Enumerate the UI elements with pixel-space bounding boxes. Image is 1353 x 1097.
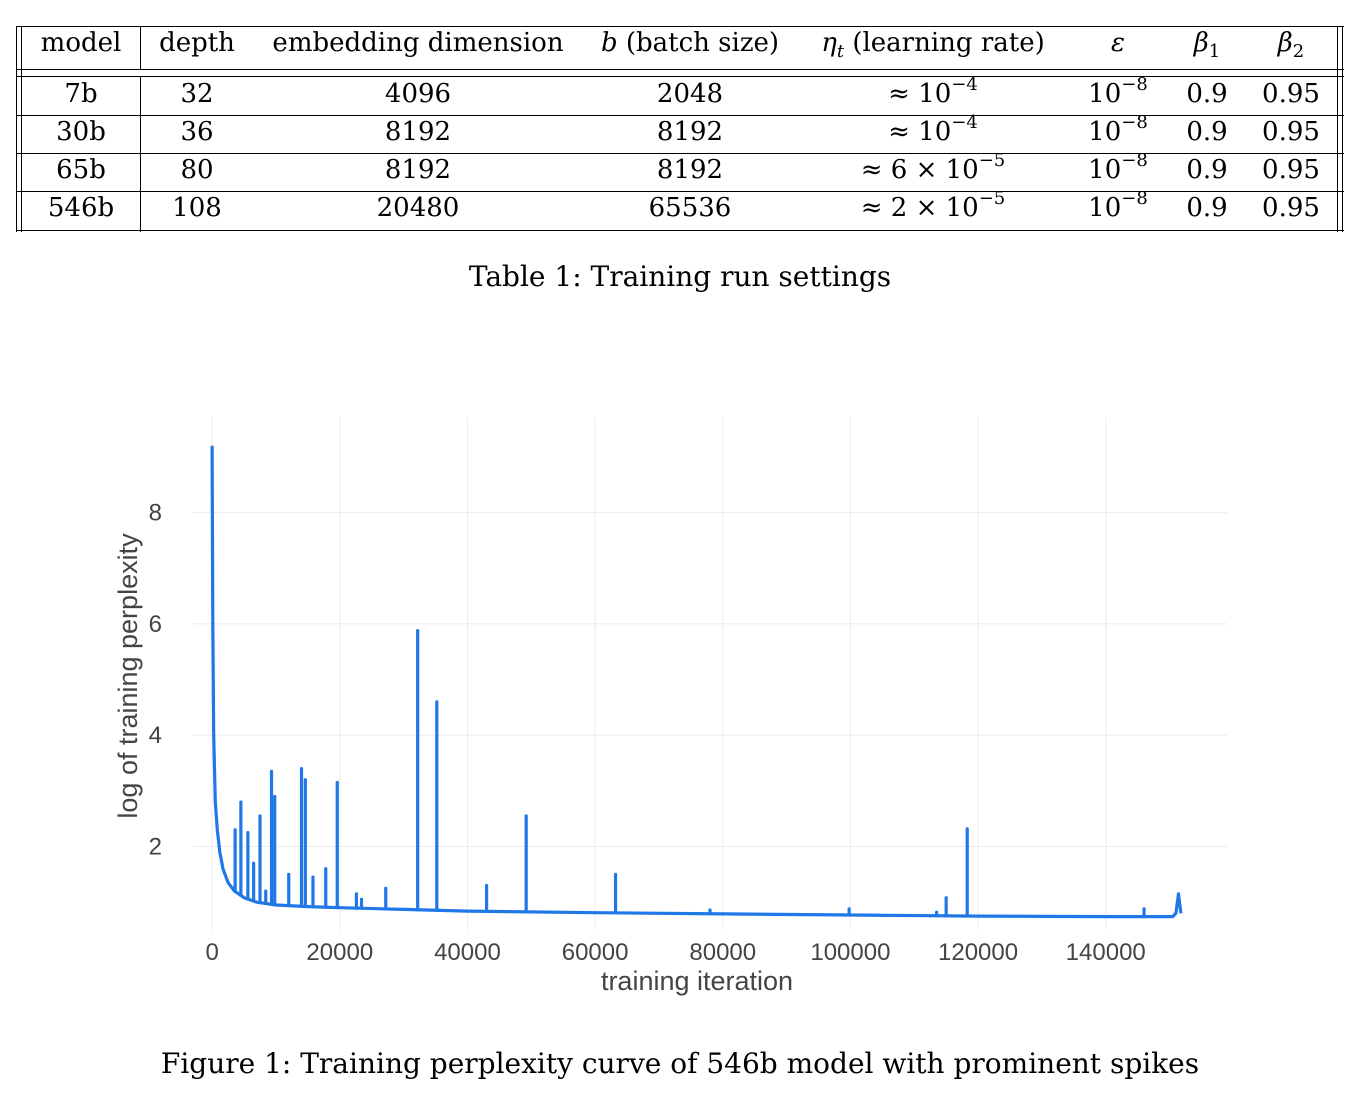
table-row-rule <box>16 115 1344 117</box>
series-line <box>210 445 1183 919</box>
perplexity-chart: 0 20000 40000 60000 80000 100000 120000 140000 2… <box>113 418 1227 996</box>
table-bottom-rule <box>16 230 1344 232</box>
chart-line-layer <box>210 445 1183 919</box>
x-tick-label: 100000 <box>810 939 890 966</box>
table-cell: 0.9 <box>1186 117 1228 147</box>
header-beta1: β1 <box>1193 28 1221 62</box>
table-cell: 8192 <box>384 155 452 185</box>
table-cell: 2048 <box>656 79 724 109</box>
table-cell: 10−8 <box>1088 112 1148 148</box>
x-tick-label: 120000 <box>938 939 1018 966</box>
header-epsilon: ε <box>1111 28 1125 58</box>
table-cell: ≈ 6 × 10−5 <box>860 150 1006 186</box>
table-cell: 30b <box>56 117 106 147</box>
table-cell: ≈ 2 × 10−5 <box>860 188 1006 224</box>
header-beta2: β2 <box>1277 28 1305 62</box>
y-tick-label: 6 <box>149 611 162 638</box>
table-column-separator <box>140 26 142 70</box>
table-cell: 0.95 <box>1262 155 1320 185</box>
table-caption: Table 1: Training run settings <box>468 260 892 293</box>
table-cell: ≈ 10−4 <box>888 74 978 110</box>
header-learning-rate: ηt (learning rate) <box>821 28 1045 62</box>
table-cell: 7b <box>64 79 98 109</box>
table-border-left-outer <box>16 26 18 232</box>
table-cell: 80 <box>180 155 214 185</box>
table-border-right-inner <box>1337 26 1339 232</box>
table-row-rule <box>16 153 1344 155</box>
table-cell: 0.95 <box>1262 117 1320 147</box>
header-embedding-dimension: embedding dimension <box>272 28 564 58</box>
table-column-separator <box>140 77 142 232</box>
table-cell: 8192 <box>656 155 724 185</box>
table-cell: 10−8 <box>1088 150 1148 186</box>
chart-grid <box>193 418 1227 930</box>
header-batch-size: b (batch size) <box>600 28 780 58</box>
table-header-rule <box>16 69 1344 71</box>
header-model: model <box>40 28 122 58</box>
table-border-left-inner <box>21 26 23 232</box>
table-cell: 32 <box>180 79 214 109</box>
table-cell: 0.9 <box>1186 193 1228 223</box>
x-tick-label: 140000 <box>1066 939 1146 966</box>
table-border-right-outer <box>1342 26 1344 232</box>
table-cell: 65b <box>56 155 106 185</box>
table-cell: 0.9 <box>1186 155 1228 185</box>
training-settings-table: model depth embedding dimension b (batch… <box>16 26 1344 232</box>
table-cell: 108 <box>172 193 222 223</box>
table-cell: 36 <box>180 117 214 147</box>
header-depth: depth <box>159 28 235 58</box>
y-tick-label: 2 <box>149 834 162 861</box>
x-axis-title: training iteration <box>601 966 793 996</box>
table-cell: 0.9 <box>1186 79 1228 109</box>
x-tick-label: 40000 <box>434 939 501 966</box>
y-tick-label: 4 <box>149 722 162 749</box>
y-tick-label: 8 <box>149 500 162 527</box>
table-cell: 0.95 <box>1262 193 1320 223</box>
table-cell: 10−8 <box>1088 188 1148 224</box>
table-header-rule <box>16 76 1344 78</box>
table-cell: 8192 <box>656 117 724 147</box>
table-cell: ≈ 10−4 <box>888 112 978 148</box>
table-cell: 546b <box>47 193 115 223</box>
figure-caption: Figure 1: Training perplexity curve of 5… <box>160 1047 1200 1080</box>
x-tick-label: 0 <box>205 939 218 966</box>
y-axis-title: log of training perplexity <box>113 533 143 819</box>
x-tick-label: 80000 <box>689 939 756 966</box>
x-tick-label: 20000 <box>306 939 373 966</box>
chart-tick-labels: 0 20000 40000 60000 80000 100000 120000 140000 2… <box>149 500 1146 966</box>
table-cell: 8192 <box>384 117 452 147</box>
table-cell: 0.95 <box>1262 79 1320 109</box>
table-cell: 10−8 <box>1088 74 1148 110</box>
table-cell: 20480 <box>376 193 460 223</box>
table-row-rule <box>16 191 1344 193</box>
table-top-rule <box>16 26 1344 28</box>
x-tick-label: 60000 <box>562 939 629 966</box>
table-cell: 65536 <box>648 193 732 223</box>
table-cell: 4096 <box>384 79 452 109</box>
